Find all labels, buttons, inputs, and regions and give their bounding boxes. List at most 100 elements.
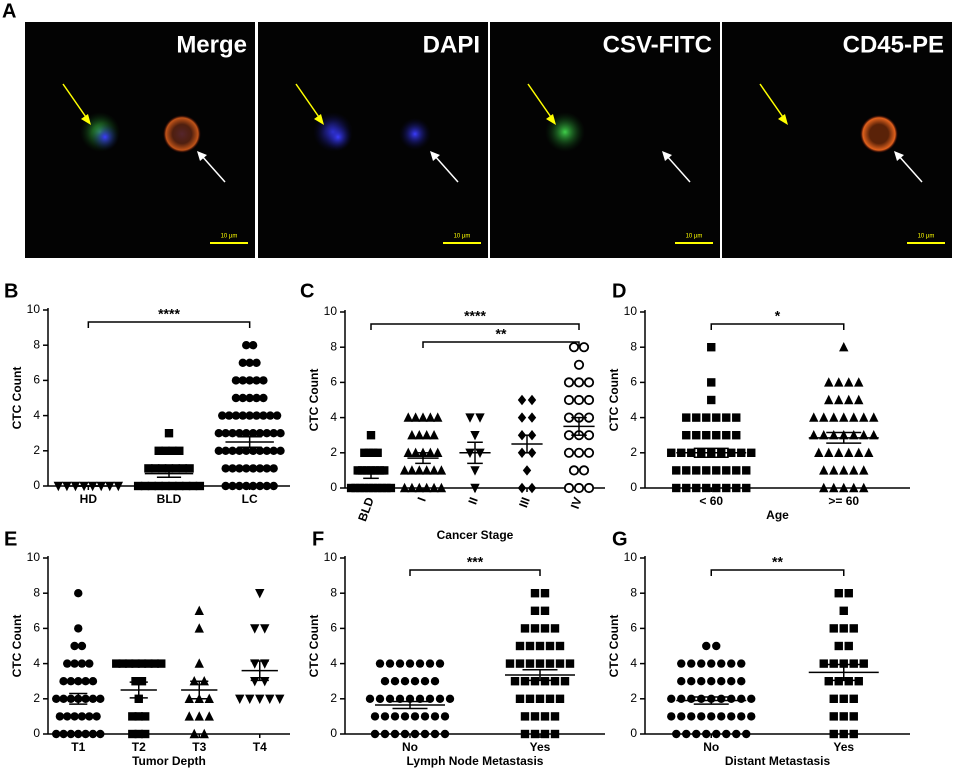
data-point	[52, 729, 61, 739]
data-point	[829, 482, 839, 493]
data-point	[74, 729, 83, 739]
data-point	[255, 446, 265, 455]
data-point	[260, 624, 270, 634]
data-point	[583, 394, 595, 406]
data-point	[578, 342, 590, 353]
data-point	[255, 589, 265, 599]
data-point	[269, 446, 278, 455]
data-point	[185, 464, 194, 473]
x-tick-label: II	[465, 495, 480, 506]
data-point	[563, 447, 575, 458]
data-point	[440, 729, 450, 739]
data-point	[407, 430, 417, 440]
data-point	[418, 412, 428, 422]
data-point	[839, 412, 849, 422]
data-point	[112, 659, 121, 668]
data-point	[405, 659, 415, 668]
data-point	[692, 483, 701, 493]
data-point	[55, 712, 65, 721]
data-point	[248, 481, 258, 491]
data-point	[255, 429, 265, 438]
data-point	[357, 466, 367, 475]
data-point	[85, 712, 94, 721]
data-point	[85, 659, 94, 668]
data-point	[747, 694, 756, 703]
data-point	[252, 358, 261, 367]
y-axis-label: CTC Count	[10, 367, 24, 430]
data-point	[854, 394, 864, 405]
data-point	[829, 712, 838, 721]
data-point	[66, 677, 76, 686]
data-point	[530, 606, 540, 615]
data-point	[242, 446, 251, 455]
data-point	[722, 431, 731, 440]
data-point	[470, 466, 480, 476]
data-point	[224, 411, 234, 420]
y-axis-label: CTC Count	[307, 615, 321, 678]
data-point	[154, 446, 163, 455]
data-point	[140, 481, 150, 491]
data-point	[144, 464, 153, 473]
data-point	[839, 342, 849, 352]
data-point	[81, 729, 90, 739]
y-tick-label: 6	[33, 373, 40, 387]
data-point	[839, 694, 848, 703]
data-point	[184, 693, 194, 703]
data-point	[70, 641, 79, 651]
data-point	[839, 712, 848, 721]
data-point	[859, 482, 869, 493]
data-point	[380, 677, 390, 686]
data-point	[386, 483, 396, 493]
data-point	[525, 694, 535, 703]
data-point	[377, 483, 387, 493]
data-point	[470, 483, 480, 494]
y-tick-label: 6	[630, 375, 637, 389]
significance-bracket	[422, 341, 580, 348]
y-tick-label: 8	[33, 585, 40, 599]
arrow-head	[314, 114, 324, 125]
data-point	[520, 677, 530, 686]
data-point	[563, 482, 575, 494]
data-point	[545, 659, 555, 668]
data-point	[214, 429, 224, 438]
y-tick-label: 6	[33, 621, 40, 635]
data-point	[414, 482, 425, 493]
data-point	[722, 729, 731, 739]
data-point	[672, 729, 681, 739]
data-point	[351, 483, 360, 493]
panel-label: B	[4, 280, 18, 302]
panel-label: A	[2, 0, 16, 22]
data-point	[242, 481, 251, 491]
data-point	[131, 677, 140, 686]
scale-bar-label: 10 µm	[454, 234, 471, 240]
data-point	[697, 659, 706, 668]
data-point	[737, 659, 746, 668]
data-point	[248, 464, 258, 473]
data-point	[732, 466, 741, 475]
data-point	[168, 481, 177, 491]
data-point	[238, 393, 248, 403]
data-point	[829, 694, 838, 703]
data-point	[414, 430, 425, 440]
data-point	[712, 641, 721, 651]
data-point	[276, 429, 285, 438]
data-point	[269, 464, 278, 473]
data-point	[550, 624, 560, 633]
data-point	[859, 465, 869, 475]
data-point	[245, 411, 254, 420]
y-tick-label: 2	[33, 691, 40, 705]
data-point	[235, 446, 244, 455]
data-point	[365, 694, 375, 703]
y-tick-label: 8	[330, 339, 337, 353]
data-point	[425, 412, 436, 422]
data-point	[722, 413, 731, 422]
data-point	[692, 466, 701, 475]
y-tick-label: 8	[33, 337, 40, 351]
data-point	[854, 447, 864, 457]
x-tick-label: T4	[253, 740, 267, 754]
data-point	[819, 412, 829, 422]
data-point	[420, 712, 430, 721]
data-point	[429, 465, 439, 475]
data-point	[259, 393, 268, 403]
